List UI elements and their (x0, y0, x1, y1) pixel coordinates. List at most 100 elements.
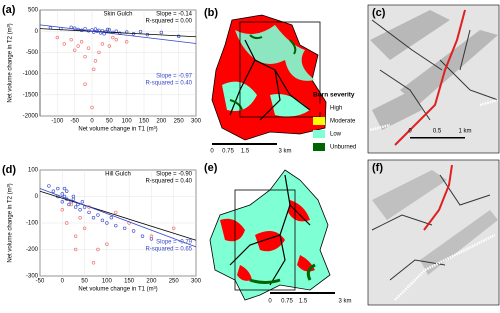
y-tick-label: -200 (26, 247, 39, 253)
panel-label: (f) (372, 162, 383, 174)
y-axis-label: Net volume change in T2 (m³) (8, 183, 14, 262)
point (105, 221, 109, 225)
legend-swatch (313, 143, 325, 151)
trend-line (39, 28, 197, 38)
point (105, 27, 110, 32)
point (55, 35, 60, 40)
point (80, 200, 85, 204)
chart-title: Hill Gulch (105, 172, 131, 178)
scale-label: 0 (210, 149, 214, 155)
annotation: R-squared = 0.00 (145, 19, 192, 25)
scale-label: 0 (268, 299, 272, 305)
point (114, 210, 118, 215)
point (87, 210, 91, 215)
legend-label: High (330, 106, 342, 112)
point (69, 37, 73, 42)
point (114, 37, 118, 42)
point (47, 184, 51, 188)
x-tick-label: 250 (169, 279, 180, 285)
annotation: R-squared = 0.65 (145, 247, 192, 253)
point (92, 30, 96, 34)
point (72, 48, 77, 52)
panel-label: (c) (372, 7, 386, 19)
point (67, 202, 71, 207)
point (122, 226, 127, 231)
point (62, 42, 66, 46)
annotation: R-squared = 0.40 (145, 179, 192, 185)
y-tick-label: 100 (28, 168, 39, 174)
scale-label: 1 km (458, 129, 471, 135)
map-e: 0 0.75 1.5 3 km (e) (204, 162, 352, 305)
point (93, 59, 98, 63)
trend-line (39, 188, 197, 248)
point (60, 192, 64, 196)
y-tick-label: 0 (35, 29, 39, 35)
y-tick-label: -2000 (23, 114, 39, 120)
point (105, 242, 109, 246)
point (93, 27, 98, 31)
point (114, 223, 118, 228)
point (172, 226, 176, 231)
point (92, 67, 96, 72)
point (159, 30, 164, 35)
x-tick-label: 50 (81, 279, 88, 285)
x-tick-label: 100 (122, 119, 133, 125)
x-tick-label: 0 (90, 119, 94, 125)
point (60, 200, 64, 204)
point (107, 28, 112, 32)
point (82, 226, 87, 231)
y-axis-label: Net volume change in T2 (m³) (8, 23, 14, 102)
point (91, 216, 96, 220)
y-tick-label: -300 (26, 274, 39, 280)
scale-label: 1.5 (241, 149, 250, 155)
panel-label: (a) (2, 4, 16, 16)
point (51, 189, 56, 193)
map-c: 0 0.5 1 km (c) (367, 4, 500, 154)
x-tick-label: 0 (61, 279, 65, 285)
x-tick-label: 250 (174, 119, 185, 125)
point (107, 44, 112, 48)
y-tick-label: -100 (26, 221, 39, 227)
scale-label: 0 (408, 129, 412, 135)
point (140, 234, 145, 238)
annotation: Slope = -0.14 (156, 12, 193, 18)
point (78, 216, 82, 220)
plot-area (39, 9, 197, 117)
annotation: R-squared = 0.40 (145, 81, 192, 87)
trend-line (39, 24, 197, 44)
legend-swatch (313, 104, 325, 112)
y-tick-label: 500 (28, 8, 39, 14)
trend-line (39, 190, 197, 241)
point (100, 42, 105, 46)
x-axis-label: Net volume change in T1 (m³) (78, 127, 157, 133)
panel-label: (e) (204, 162, 218, 174)
legend-label: Unburned (330, 145, 356, 151)
point (72, 26, 77, 30)
point (73, 205, 78, 209)
chart-title: Skin Gulch (103, 12, 132, 18)
point (96, 213, 100, 217)
legend-swatch (313, 130, 325, 138)
point (124, 40, 129, 44)
annotation: Slope = -0.90 (156, 172, 193, 178)
scale-label: 0.75 (222, 149, 234, 155)
point (65, 189, 69, 193)
point (60, 208, 64, 212)
point (100, 218, 105, 223)
point (73, 247, 78, 252)
point (91, 261, 96, 265)
x-tick-label: 150 (139, 119, 150, 125)
x-tick-label: 150 (124, 279, 135, 285)
point (82, 205, 87, 209)
point (131, 229, 136, 233)
point (76, 44, 80, 48)
legend-title: Burn severity (313, 92, 355, 99)
x-tick-label: -50 (36, 279, 45, 285)
scale-label: 0.5 (433, 129, 442, 135)
point (149, 234, 154, 238)
point (96, 247, 100, 252)
point (79, 40, 84, 44)
point (138, 29, 143, 34)
x-tick-label: 200 (146, 279, 157, 285)
